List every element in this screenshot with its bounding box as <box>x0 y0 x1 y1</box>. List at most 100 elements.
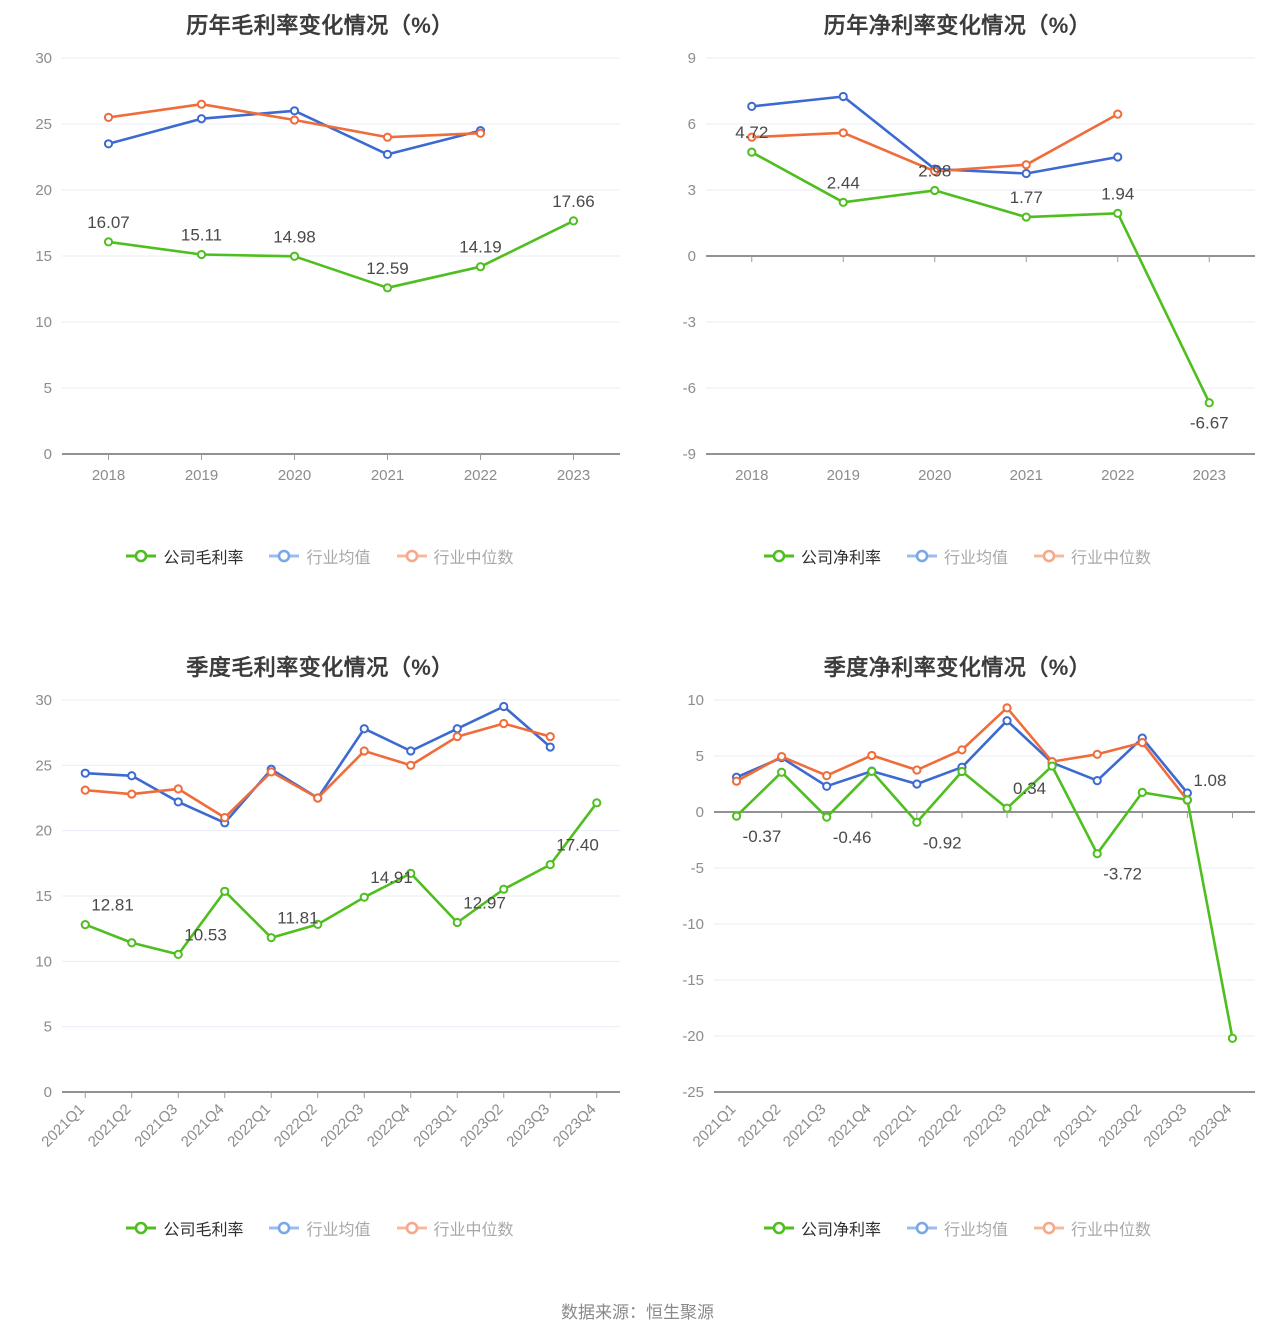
x-axis-tick-label: 2022Q1 <box>870 1101 920 1151</box>
x-axis-tick-label: 2023Q3 <box>1140 1101 1190 1151</box>
legend-item-industry-mean[interactable]: 行业均值 <box>269 1216 371 1240</box>
legend-item-industry-mean[interactable]: 行业均值 <box>269 544 371 568</box>
legend-item-industry-median[interactable]: 行业中位数 <box>1034 1216 1151 1240</box>
legend-line-icon <box>126 1221 157 1235</box>
data-point-marker <box>289 106 300 116</box>
y-axis-tick-label: 5 <box>696 748 704 765</box>
legend-item-company[interactable]: 公司毛利率 <box>126 1216 243 1240</box>
data-point-marker <box>406 746 416 756</box>
chart-plot-area: -9 -6 -3 0 3 6 9 2018 2019 2020 2021 2022 2023 4.72 2.… <box>640 40 1275 540</box>
y-axis-tick-label: -15 <box>682 972 704 989</box>
x-axis-tick-label: 2022Q1 <box>224 1101 274 1151</box>
data-point-marker <box>1113 152 1123 162</box>
data-point-marker <box>1021 212 1031 222</box>
legend-label: 行业中位数 <box>433 1222 514 1239</box>
y-axis-tick-label: 20 <box>35 182 52 199</box>
data-point-marker <box>867 766 877 776</box>
chart-grid: 历年毛利率变化情况（%） 0 5 10 15 20 25 30 2018 2019 2020 202… <box>0 0 1275 1280</box>
y-axis-tick-label: 25 <box>35 116 52 133</box>
data-point-marker <box>80 785 90 795</box>
legend-label: 行业中位数 <box>1071 550 1152 567</box>
chart-legend: 公司毛利率 行业均值 行业中位数 <box>0 544 640 568</box>
y-axis-tick-label: 3 <box>688 182 696 199</box>
data-point-label: 4.72 <box>735 123 768 142</box>
x-axis-tick-label: 2022Q2 <box>915 1101 965 1151</box>
data-point-label: 1.08 <box>1193 771 1226 790</box>
data-point-label: -0.46 <box>833 828 872 847</box>
series-line-company <box>84 801 599 956</box>
data-point-marker <box>1092 749 1102 759</box>
x-axis-tick-label: 2021Q4 <box>825 1101 875 1151</box>
y-axis-tick-label: -20 <box>682 1028 704 1045</box>
y-axis-tick-label: 10 <box>687 692 704 709</box>
data-point-marker <box>266 767 276 777</box>
data-point-marker <box>747 147 757 157</box>
data-point-label: 12.81 <box>91 896 134 915</box>
x-axis-tick-label: 2023 <box>557 467 590 484</box>
chart-title: 历年净利率变化情况（%） <box>823 13 1092 38</box>
data-point-marker <box>266 933 276 943</box>
chart-title: 季度毛利率变化情况（%） <box>186 655 454 680</box>
data-point-marker <box>1182 795 1192 805</box>
data-point-marker <box>912 817 922 827</box>
data-point-marker <box>912 779 922 789</box>
legend-line-icon <box>396 549 427 563</box>
x-axis-tick-label: 2021Q2 <box>85 1101 135 1151</box>
data-point-label: 2.44 <box>827 173 860 192</box>
data-point-marker <box>1137 787 1147 798</box>
legend-item-industry-median[interactable]: 行业中位数 <box>396 1216 514 1240</box>
data-point-marker <box>747 132 757 142</box>
x-axis-tick-label: 2021Q4 <box>178 1101 228 1151</box>
line-chart-svg: -9 -6 -3 0 3 6 9 2018 2019 2020 2021 2022 2023 4.72 2.… <box>683 50 1255 484</box>
x-axis-tick-label: 2021Q3 <box>780 1101 830 1151</box>
legend-item-industry-mean[interactable]: 行业均值 <box>906 544 1008 568</box>
data-point-marker <box>822 812 832 822</box>
x-axis-tick-label: 2023Q4 <box>1186 1101 1236 1151</box>
data-point-marker <box>359 892 369 902</box>
data-point-marker <box>196 114 207 124</box>
y-axis-tick-label: 30 <box>35 692 52 709</box>
data-point-marker <box>777 751 787 762</box>
data-point-label: 14.98 <box>273 227 316 246</box>
legend-item-industry-median[interactable]: 行业中位数 <box>1034 544 1151 568</box>
y-axis-tick-label: 10 <box>35 953 52 970</box>
legend-item-company[interactable]: 公司净利率 <box>763 544 881 568</box>
x-axis-tick-label: 2023Q3 <box>503 1101 553 1151</box>
chart-legend: 公司净利率 行业均值 行业中位数 <box>640 544 1275 568</box>
legend-label: 行业均值 <box>943 1222 1008 1239</box>
data-point-marker <box>930 166 940 176</box>
data-point-label: 16.07 <box>87 213 130 232</box>
y-axis-tick-label: 0 <box>688 248 696 265</box>
data-point-marker <box>359 746 369 756</box>
data-point-marker <box>1092 849 1102 859</box>
x-axis-tick-label: 2022Q3 <box>960 1101 1010 1151</box>
data-point-marker <box>499 718 509 729</box>
chart-legend: 公司净利率 行业均值 行业中位数 <box>640 1216 1275 1240</box>
x-axis-tick-label: 2023Q2 <box>457 1101 507 1151</box>
y-axis-tick-label: 5 <box>44 380 52 397</box>
legend-label: 行业均值 <box>306 550 371 567</box>
line-chart-svg: 0 5 10 15 20 25 30 2018 2019 2020 2021 2022 2023 16.0… <box>35 50 620 484</box>
data-point-marker <box>1002 716 1012 726</box>
data-point-label: 2.98 <box>918 161 951 180</box>
legend-line-icon <box>126 549 157 563</box>
chart-annual-gross-margin: 历年毛利率变化情况（%） 0 5 10 15 20 25 30 2018 2019 2020 202… <box>0 0 640 620</box>
data-point-marker <box>80 768 90 778</box>
legend-item-company[interactable]: 公司净利率 <box>763 1216 881 1240</box>
legend-line-icon <box>269 549 300 563</box>
legend-item-industry-median[interactable]: 行业中位数 <box>396 544 514 568</box>
x-axis-tick-label: 2020 <box>278 467 311 484</box>
legend-item-company[interactable]: 公司毛利率 <box>126 544 243 568</box>
x-axis-tick-label: 2023Q2 <box>1095 1101 1145 1151</box>
data-point-marker <box>127 771 137 781</box>
legend-item-industry-mean[interactable]: 行业均值 <box>906 1216 1008 1240</box>
data-point-marker <box>103 139 114 149</box>
x-axis-tick-label: 2021Q3 <box>131 1101 181 1151</box>
series-line-company <box>750 150 1211 404</box>
data-point-marker <box>173 797 183 807</box>
data-point-marker <box>220 886 230 896</box>
x-axis-tick-label: 2021 <box>1010 467 1043 484</box>
chart-quarterly-gross-margin: 季度毛利率变化情况（%） 0 5 10 15 20 25 30 2021Q1 2021Q2 202… <box>0 620 640 1280</box>
data-point-marker <box>406 760 416 770</box>
